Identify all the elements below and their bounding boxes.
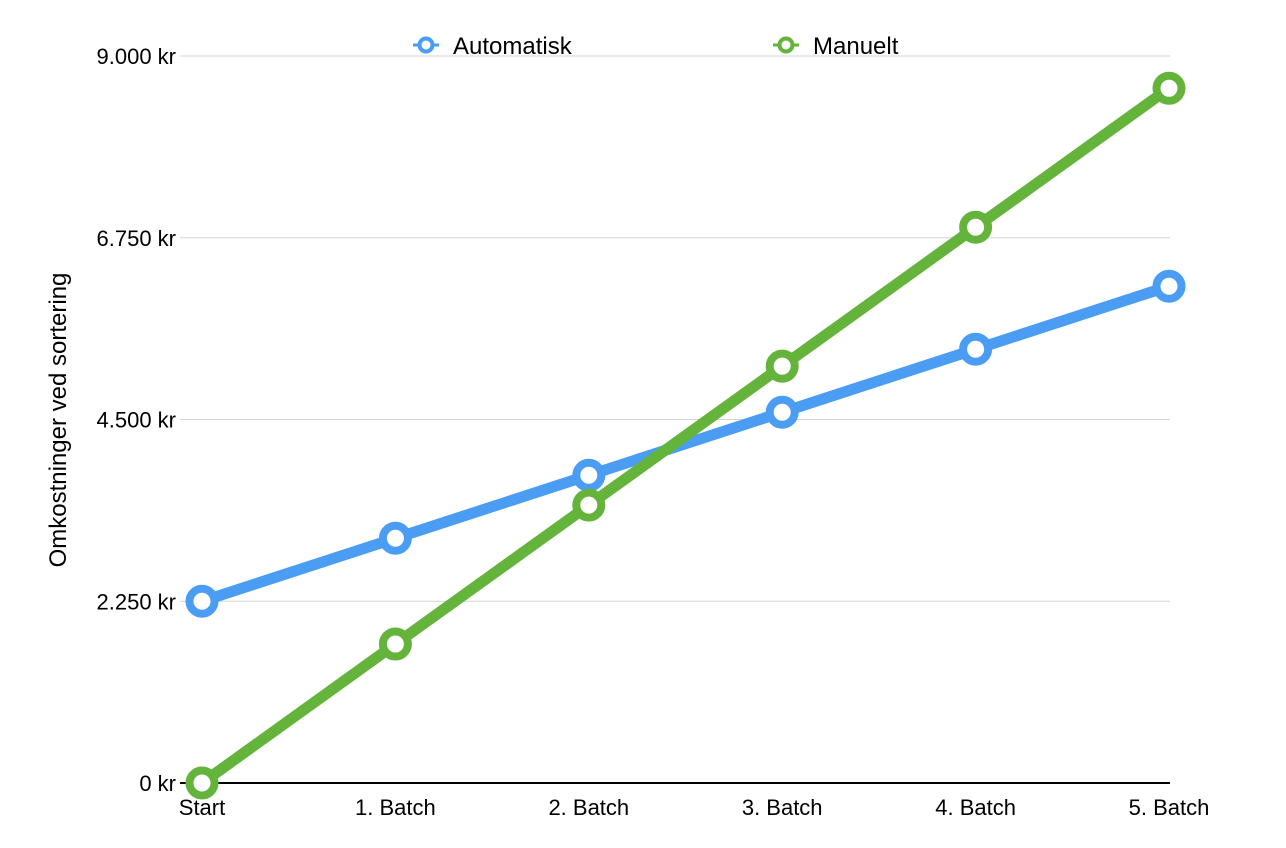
x-tick-label: 3. Batch (742, 795, 823, 820)
legend-label: Automatisk (453, 33, 573, 60)
x-tick-label: 5. Batch (1129, 795, 1210, 820)
y-tick-label: 0 kr (139, 771, 176, 796)
legend-swatch-marker (417, 36, 435, 54)
data-point (1152, 71, 1186, 105)
legend-label: Manuelt (813, 33, 899, 60)
series-line (196, 82, 1175, 789)
y-tick-label: 6.750 kr (97, 226, 177, 251)
data-point (185, 766, 219, 800)
data-point (765, 395, 799, 429)
y-tick-label: 2.250 kr (97, 589, 177, 614)
data-point (572, 488, 606, 522)
data-point (959, 210, 993, 244)
legend-swatch-marker (777, 36, 795, 54)
data-point (378, 627, 412, 661)
legend-item: Manuelt (773, 33, 899, 60)
data-point (765, 349, 799, 383)
y-axis-ticks: 0 kr 2.250 kr 4.500 kr 6.750 kr 9.000 kr (97, 44, 177, 796)
legend: Automatisk Manuelt (413, 33, 899, 60)
y-tick-label: 9.000 kr (97, 44, 177, 69)
y-tick-label: 4.500 kr (97, 408, 177, 433)
gridlines (180, 55, 1170, 784)
y-axis-title: Omkostninger ved sortering (45, 273, 72, 568)
data-point (378, 521, 412, 555)
series-line (196, 280, 1175, 607)
series-automatisk (185, 269, 1186, 618)
data-point (959, 332, 993, 366)
x-tick-label: 1. Batch (355, 795, 436, 820)
data-point (185, 584, 219, 618)
x-tick-label: 2. Batch (548, 795, 629, 820)
x-axis-ticks: Start 1. Batch 2. Batch 3. Batch 4. Batch 5. … (179, 795, 1210, 820)
data-point (1152, 269, 1186, 303)
series-layer (185, 71, 1186, 800)
data-point (572, 458, 606, 492)
legend-item: Automatisk (413, 33, 573, 60)
x-tick-label: 4. Batch (935, 795, 1016, 820)
series-manuelt (185, 71, 1186, 800)
